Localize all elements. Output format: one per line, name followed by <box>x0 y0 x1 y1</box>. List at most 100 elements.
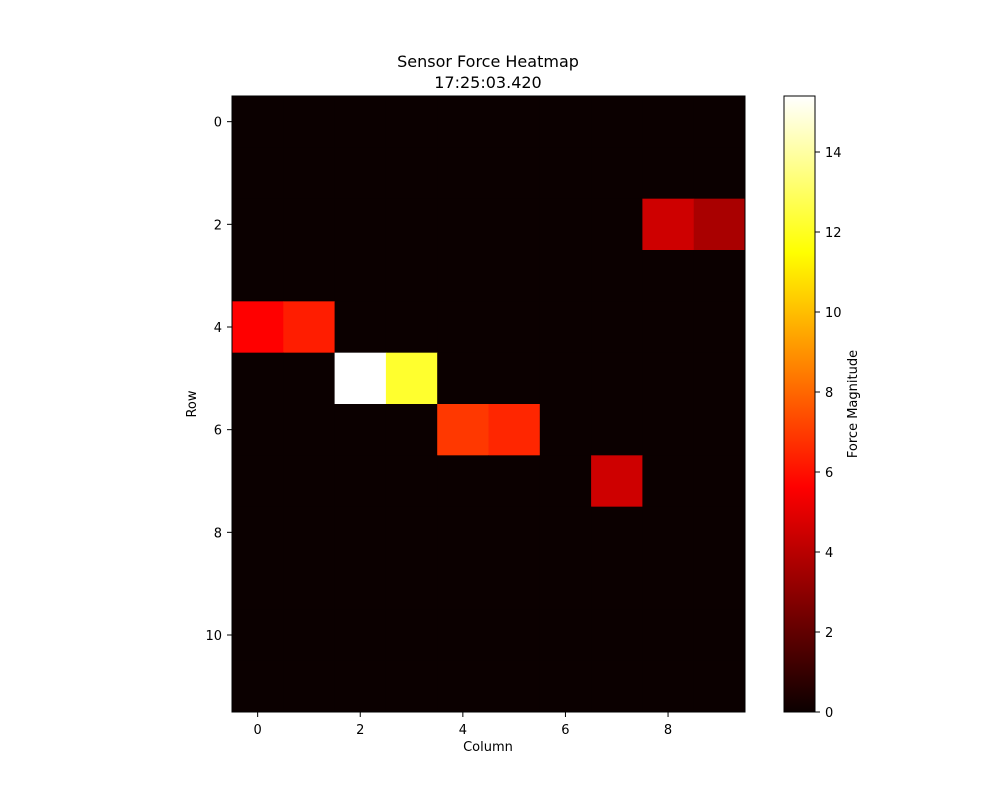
heatmap-cell <box>232 609 284 662</box>
heatmap-cell <box>437 352 489 405</box>
heatmap-cell <box>232 506 284 559</box>
heatmap-cell <box>591 250 643 302</box>
y-tick-label: 0 <box>214 116 222 131</box>
heatmap-cell <box>385 404 438 456</box>
heatmap-cell <box>334 609 387 662</box>
y-tick-label: 8 <box>214 526 222 541</box>
heatmap-cell <box>539 558 592 610</box>
heatmap-cell <box>385 147 438 200</box>
heatmap-cell <box>693 352 746 405</box>
heatmap-cell <box>283 301 336 354</box>
heatmap-cell <box>642 455 695 508</box>
heatmap-cell <box>385 301 438 354</box>
heatmap-cell <box>283 609 336 662</box>
heatmap-cell <box>591 506 643 559</box>
heatmap-cell <box>232 301 284 354</box>
heatmap-cell <box>334 506 387 559</box>
heatmap-cell <box>334 301 387 354</box>
heatmap-cell <box>539 609 592 662</box>
heatmap-cell <box>591 660 643 713</box>
heatmap-cell <box>642 198 695 251</box>
heatmap-cell <box>642 96 695 148</box>
heatmap-cell <box>488 660 541 713</box>
colorbar-tick-label: 0 <box>825 706 833 721</box>
heatmap-cell <box>539 352 592 405</box>
x-tick-label: 0 <box>254 723 262 738</box>
plot-frame <box>231 95 746 713</box>
heatmap-cell <box>539 301 592 354</box>
y-axis-label: Row <box>185 390 200 417</box>
heatmap-cell <box>591 404 643 456</box>
heatmap-cell <box>437 660 489 713</box>
heatmap-cell <box>539 96 592 148</box>
colorbar-tick-label: 4 <box>825 546 833 561</box>
heatmap-cell <box>642 301 695 354</box>
heatmap-cell <box>232 558 284 610</box>
heatmap-cell <box>539 147 592 200</box>
heatmap-cell <box>437 198 489 251</box>
heatmap-cell <box>642 404 695 456</box>
heatmap-cell <box>283 455 336 508</box>
heatmap-cell <box>488 558 541 610</box>
heatmap-cell <box>591 96 643 148</box>
heatmap-cell <box>385 455 438 508</box>
heatmap-cell <box>693 301 746 354</box>
heatmap-cell <box>437 96 489 148</box>
heatmap-cell <box>591 301 643 354</box>
heatmap-cell <box>283 558 336 610</box>
x-tick-label: 2 <box>356 723 364 738</box>
heatmap-cell <box>437 455 489 508</box>
heatmap-cell <box>488 147 541 200</box>
colorbar-label: Force Magnitude <box>846 350 861 458</box>
heatmap-cell <box>232 250 284 302</box>
heatmap-cell <box>385 609 438 662</box>
heatmap-cell <box>437 609 489 662</box>
heatmap-cell <box>642 352 695 405</box>
heatmap-cell <box>693 506 746 559</box>
heatmap-cell <box>693 609 746 662</box>
heatmap-cell <box>488 96 541 148</box>
heatmap-cell <box>539 198 592 251</box>
heatmap-cell <box>488 352 541 405</box>
heatmap-cell <box>642 558 695 610</box>
heatmap-cell <box>539 660 592 713</box>
heatmap-cell <box>642 250 695 302</box>
heatmap-cell <box>693 147 746 200</box>
y-tick-label: 10 <box>205 629 222 644</box>
heatmap-cell <box>488 301 541 354</box>
heatmap-cell <box>334 147 387 200</box>
heatmap-cell <box>642 506 695 559</box>
heatmap-cell <box>693 96 746 148</box>
heatmap-cell <box>642 609 695 662</box>
heatmap-cell <box>437 558 489 610</box>
heatmap-cell <box>437 506 489 559</box>
heatmap-cell <box>283 352 336 405</box>
heatmap-cell <box>283 660 336 713</box>
heatmap-cell <box>693 558 746 610</box>
colorbar <box>783 95 816 713</box>
x-axis-ticks: 0 2 4 6 8 <box>254 712 672 738</box>
heatmap-cell <box>385 250 438 302</box>
heatmap-cell <box>385 660 438 713</box>
heatmap-cell <box>334 96 387 148</box>
y-tick-label: 2 <box>214 218 222 233</box>
heatmap-cell <box>591 198 643 251</box>
heatmap-cell <box>539 404 592 456</box>
heatmap-cell <box>385 558 438 610</box>
heatmap-cell <box>693 455 746 508</box>
colorbar-tick-label: 12 <box>825 226 842 241</box>
heatmap-cell <box>539 506 592 559</box>
x-axis-label: Column <box>463 740 513 755</box>
heatmap-cell <box>232 660 284 713</box>
heatmap-cell <box>591 455 643 508</box>
heatmap-cell <box>283 147 336 200</box>
heatmap-cell <box>385 506 438 559</box>
colorbar-tick-label: 6 <box>825 466 833 481</box>
chart-title: Sensor Force Heatmap <box>397 52 579 71</box>
x-tick-label: 8 <box>664 723 672 738</box>
heatmap-cell <box>334 660 387 713</box>
heatmap-cell <box>488 198 541 251</box>
heatmap-cell <box>539 250 592 302</box>
heatmap-cells <box>232 96 746 713</box>
